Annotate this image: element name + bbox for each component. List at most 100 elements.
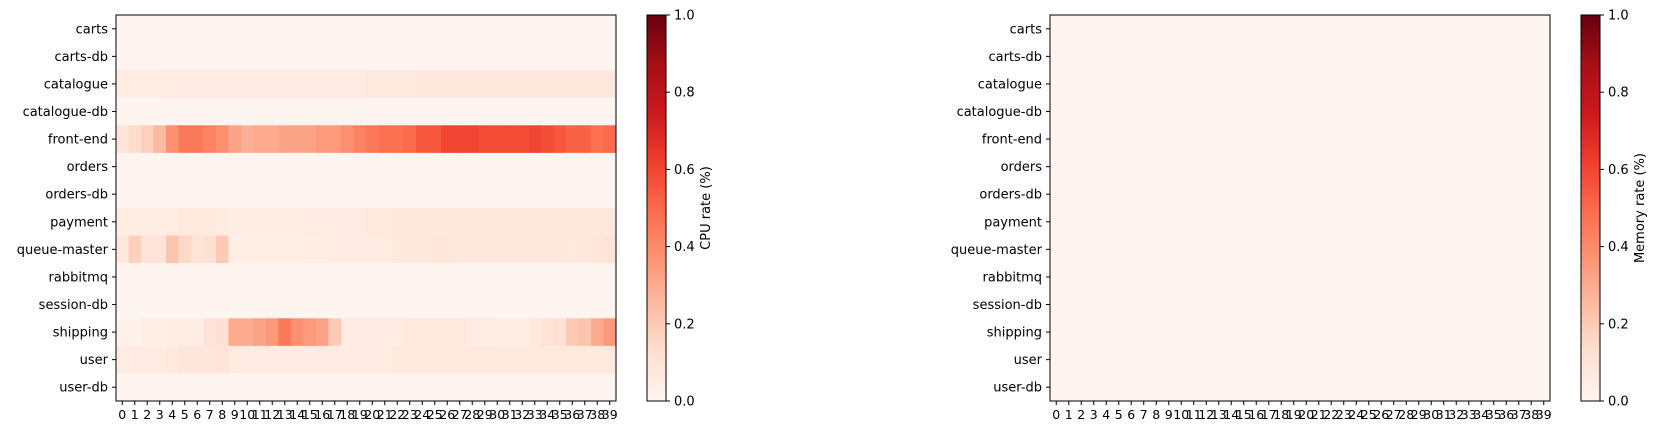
heatmap-cell xyxy=(441,235,454,264)
heatmap-cell xyxy=(1350,290,1363,319)
heatmap-cell xyxy=(1250,15,1263,44)
heatmap-cell xyxy=(228,235,242,264)
heatmap-cell xyxy=(366,290,379,319)
colorbar-tick-label: 0.8 xyxy=(674,86,695,101)
heatmap-cell xyxy=(1425,152,1438,181)
heatmap-cell xyxy=(1487,373,1501,402)
heatmap-cell xyxy=(1425,180,1438,209)
heatmap-cell xyxy=(603,290,617,319)
heatmap-cell xyxy=(403,318,417,347)
heatmap-cell xyxy=(1512,180,1526,209)
heatmap-cell xyxy=(478,152,492,181)
heatmap-cell xyxy=(1100,15,1113,44)
heatmap-cell xyxy=(1337,180,1351,209)
heatmap-cell xyxy=(191,42,204,71)
x-tick-label: 32 xyxy=(514,407,530,422)
heatmap-cell xyxy=(366,180,379,209)
heatmap-cell xyxy=(241,235,254,264)
heatmap-cell xyxy=(1262,235,1276,264)
heatmap-cell xyxy=(528,345,542,374)
heatmap-cell xyxy=(253,263,267,292)
heatmap-cell xyxy=(128,15,142,44)
heatmap-cell xyxy=(1075,318,1088,347)
heatmap-cell xyxy=(1075,42,1088,71)
heatmap-cell xyxy=(178,15,192,44)
heatmap-cell xyxy=(1187,345,1201,374)
heatmap-cell xyxy=(1187,208,1201,237)
heatmap-cell xyxy=(178,373,192,402)
heatmap-cell xyxy=(1400,125,1413,154)
heatmap-cell xyxy=(1187,125,1201,154)
heatmap-cell xyxy=(553,15,567,44)
heatmap-cell xyxy=(1062,152,1076,181)
heatmap-cell xyxy=(1100,263,1113,292)
heatmap-cell xyxy=(241,318,254,347)
heatmap-cell xyxy=(1212,97,1226,126)
heatmap-cell xyxy=(166,70,179,99)
x-tick-label: 8 xyxy=(1152,407,1160,422)
heatmap-cell xyxy=(291,125,304,154)
heatmap-cell xyxy=(366,152,379,181)
y-tick-label: queue-master xyxy=(17,243,109,258)
heatmap-cell xyxy=(353,263,367,292)
heatmap-cell xyxy=(1437,70,1451,99)
heatmap-cell xyxy=(578,97,592,126)
x-tick-label: 14 xyxy=(289,407,305,422)
heatmap-cell xyxy=(503,152,517,181)
heatmap-cell xyxy=(1062,318,1076,347)
heatmap-cell xyxy=(366,97,379,126)
heatmap-cell xyxy=(1462,290,1476,319)
heatmap-cell xyxy=(1350,125,1363,154)
heatmap-cell xyxy=(353,290,367,319)
heatmap-cell xyxy=(553,125,567,154)
heatmap-cell xyxy=(516,373,529,402)
heatmap-cell xyxy=(353,125,367,154)
x-tick-label: 4 xyxy=(1102,407,1110,422)
heatmap-cell xyxy=(1500,373,1513,402)
heatmap-cell xyxy=(478,70,492,99)
heatmap-cell xyxy=(1350,345,1363,374)
x-tick-label: 23 xyxy=(1336,407,1352,422)
heatmap-cell xyxy=(491,70,504,99)
heatmap-cell xyxy=(266,235,279,264)
heatmap-cell xyxy=(1237,97,1251,126)
heatmap-cell xyxy=(416,373,429,402)
x-tick-label: 8 xyxy=(218,407,226,422)
heatmap-cell xyxy=(1112,152,1126,181)
x-tick-label: 16 xyxy=(314,407,330,422)
heatmap-cell xyxy=(328,97,342,126)
heatmap-cell xyxy=(1075,180,1088,209)
heatmap-cell xyxy=(266,345,279,374)
heatmap-cell xyxy=(1362,42,1376,71)
heatmap-cell xyxy=(1287,42,1301,71)
heatmap-cell xyxy=(566,345,579,374)
x-tick-label: 6 xyxy=(1127,407,1135,422)
heatmap-cell xyxy=(1450,15,1463,44)
heatmap-cell xyxy=(216,42,229,71)
heatmap-cell xyxy=(466,235,479,264)
heatmap-cell xyxy=(591,345,604,374)
heatmap-cell xyxy=(1050,15,1063,44)
heatmap-cell xyxy=(1337,152,1351,181)
heatmap-cell xyxy=(528,97,542,126)
heatmap-cell xyxy=(1300,235,1313,264)
heatmap-cell xyxy=(1325,373,1338,402)
heatmap-cell xyxy=(316,345,329,374)
colorbar-tick-label: 0.2 xyxy=(1608,317,1629,332)
heatmap-cell xyxy=(1062,290,1076,319)
heatmap-cell xyxy=(1525,15,1538,44)
heatmap-cell xyxy=(1325,15,1338,44)
heatmap-cell xyxy=(1362,373,1376,402)
heatmap-cell xyxy=(1137,97,1151,126)
heatmap-cell xyxy=(116,235,129,264)
heatmap-cell xyxy=(1437,15,1451,44)
heatmap-cell xyxy=(1287,235,1301,264)
heatmap-cell xyxy=(1062,70,1076,99)
heatmap-cell xyxy=(466,263,479,292)
heatmap-cell xyxy=(1087,70,1101,99)
x-tick-label: 25 xyxy=(427,407,443,422)
x-tick-label: 3 xyxy=(156,407,164,422)
heatmap-cell xyxy=(366,125,379,154)
heatmap-cell xyxy=(266,318,279,347)
heatmap-cell xyxy=(1212,345,1226,374)
